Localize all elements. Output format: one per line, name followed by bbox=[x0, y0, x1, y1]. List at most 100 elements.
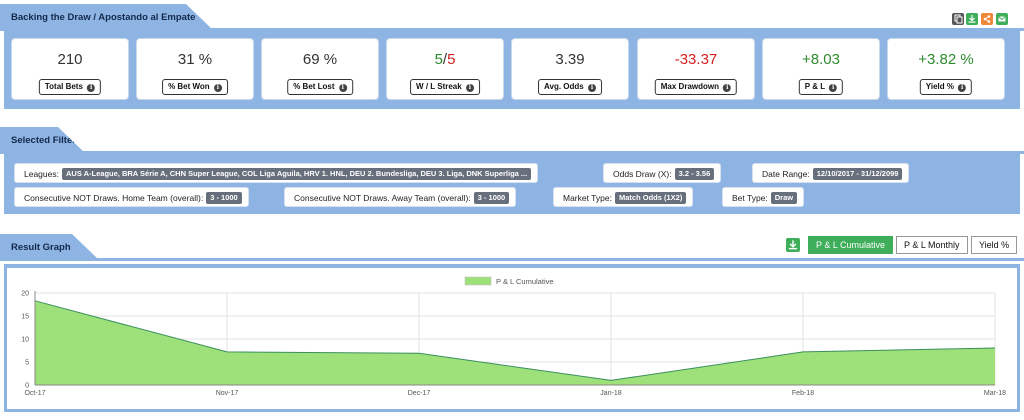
stat-label-button[interactable]: Max Drawdown i bbox=[654, 79, 738, 95]
share-button[interactable] bbox=[981, 13, 993, 25]
filter-value: Draw bbox=[770, 192, 798, 204]
graph-title: Result Graph bbox=[0, 234, 100, 261]
share-icon bbox=[983, 15, 991, 23]
series-line bbox=[34, 300, 996, 381]
stat-label: % Bet Lost bbox=[293, 82, 335, 91]
filter-label: Odds Draw (X): bbox=[613, 169, 672, 179]
stat-value: 31 % bbox=[177, 51, 213, 68]
info-icon: i bbox=[87, 84, 96, 92]
filter-label: Bet Type: bbox=[732, 193, 768, 203]
stat-label: % Bet Won bbox=[168, 82, 210, 91]
stat-label-button[interactable]: Total Bets i bbox=[38, 79, 102, 95]
stat-label-button[interactable]: Avg. Odds i bbox=[538, 79, 602, 95]
stat-value: 210 bbox=[57, 51, 83, 68]
graph-download-button[interactable] bbox=[786, 238, 800, 252]
series-area bbox=[35, 300, 995, 385]
filter-away-team: Consecutive NOT Draws. Away Team (overal… bbox=[284, 187, 517, 207]
stat-value: 69 % bbox=[302, 51, 338, 68]
legend-swatch bbox=[464, 276, 492, 286]
legend-label: P & L Cumulative bbox=[496, 277, 554, 286]
filter-value: AUS A-League, BRA Série A, CHN Super Lea… bbox=[61, 168, 532, 180]
download-icon bbox=[788, 240, 798, 250]
header-underline bbox=[0, 258, 1024, 261]
header-underline bbox=[0, 28, 1024, 31]
x-tick-label: Feb-18 bbox=[792, 390, 814, 397]
y-tick-label: 15 bbox=[21, 314, 29, 321]
stat-label-button[interactable]: % Bet Lost i bbox=[287, 79, 353, 95]
info-icon: i bbox=[958, 84, 967, 92]
email-button[interactable] bbox=[996, 13, 1008, 25]
tab-pnl-cumulative[interactable]: P & L Cumulative bbox=[808, 236, 894, 254]
stat-card-yield: +3.82 % Yield % i bbox=[887, 38, 1005, 100]
filter-value: 3.2 - 3.56 bbox=[674, 168, 715, 180]
tab-yield[interactable]: Yield % bbox=[971, 236, 1018, 254]
stat-value: -33.37 bbox=[674, 51, 718, 68]
info-icon: i bbox=[723, 84, 732, 92]
result-chart: 0 5 10 15 20 Oct-17 Nov-17 Dec-17 Jan-18 Feb-18 Ma… bbox=[4, 264, 1020, 412]
info-icon: i bbox=[829, 84, 838, 92]
x-tick-label: Dec-17 bbox=[408, 390, 431, 397]
filter-value: Match Odds (1X2) bbox=[614, 192, 687, 204]
stat-card-streak: 5/5 W / L Streak i bbox=[386, 38, 504, 100]
info-icon: i bbox=[338, 84, 347, 92]
stat-label: Yield % bbox=[925, 82, 954, 91]
filter-value: 3 - 1000 bbox=[206, 192, 242, 204]
filter-date-range: Date Range: 12/10/2017 - 31/12/2099 bbox=[752, 163, 910, 183]
filters-title: Selected Filters bbox=[0, 127, 86, 154]
stat-value: 3.39 bbox=[555, 51, 585, 68]
stat-label: Avg. Odds bbox=[544, 82, 584, 91]
stat-label: W / L Streak bbox=[416, 82, 462, 91]
download-icon bbox=[968, 15, 976, 23]
filter-bet-type: Bet Type: Draw bbox=[722, 187, 805, 207]
filter-leagues: Leagues: AUS A-League, BRA Série A, CHN S… bbox=[14, 163, 539, 183]
header-underline bbox=[0, 151, 1024, 154]
filters-header: Selected Filters bbox=[0, 127, 1024, 154]
y-tick-label: 5 bbox=[25, 360, 29, 367]
x-tick-label: Nov-17 bbox=[216, 390, 239, 397]
copy-icon bbox=[954, 14, 963, 24]
stat-card-total-bets: 210 Total Bets i bbox=[11, 38, 129, 100]
graph-header: Result Graph bbox=[0, 234, 1024, 261]
download-button[interactable] bbox=[966, 13, 978, 25]
stat-card-pnl: +8.03 P & L i bbox=[762, 38, 880, 100]
stat-value: +3.82 % bbox=[918, 51, 974, 68]
pnl-cumulative-chart: 0 5 10 15 20 Oct-17 Nov-17 Dec-17 Jan-18 Feb-18 Ma… bbox=[21, 276, 1006, 397]
stat-value: 5/5 bbox=[387, 51, 503, 68]
stat-card-avg-odds: 3.39 Avg. Odds i bbox=[511, 38, 629, 100]
copy-button[interactable] bbox=[952, 13, 964, 25]
stat-label-button[interactable]: W / L Streak i bbox=[410, 79, 480, 95]
stat-label-button[interactable]: Yield % i bbox=[919, 79, 973, 95]
streak-lost: 5 bbox=[447, 51, 456, 68]
stat-card-max-drawdown: -33.37 Max Drawdown i bbox=[637, 38, 755, 100]
filter-market-type: Market Type: Match Odds (1X2) bbox=[553, 187, 694, 207]
y-tick-label: 20 bbox=[21, 291, 29, 298]
info-icon: i bbox=[587, 84, 596, 92]
y-tick-label: 10 bbox=[21, 337, 29, 344]
filter-value: 12/10/2017 - 31/12/2099 bbox=[812, 168, 903, 180]
summary-header: Backing the Draw / Apostando al Empate bbox=[0, 4, 1024, 31]
stat-label-button[interactable]: % Bet Won i bbox=[162, 79, 228, 95]
stat-card-bet-lost: 69 % % Bet Lost i bbox=[261, 38, 379, 100]
stat-label: Max Drawdown bbox=[660, 82, 719, 91]
filter-label: Market Type: bbox=[563, 193, 612, 203]
stat-card-bet-won: 31 % % Bet Won i bbox=[136, 38, 254, 100]
x-tick-label: Oct-17 bbox=[24, 390, 45, 397]
x-tick-label: Jan-18 bbox=[600, 390, 622, 397]
info-icon: i bbox=[213, 84, 222, 92]
tab-pnl-monthly[interactable]: P & L Monthly bbox=[896, 236, 968, 254]
stat-value: +8.03 bbox=[802, 51, 840, 68]
filter-odds: Odds Draw (X): 3.2 - 3.56 bbox=[603, 163, 722, 183]
filter-label: Leagues: bbox=[24, 169, 59, 179]
x-tick-label: Mar-18 bbox=[984, 390, 1006, 397]
page-title: Backing the Draw / Apostando al Empate bbox=[0, 4, 214, 31]
stat-label: Total Bets bbox=[44, 82, 83, 91]
streak-won: 5 bbox=[434, 51, 443, 68]
streak-separator: / bbox=[442, 51, 448, 68]
stat-label: P & L bbox=[804, 82, 825, 91]
y-tick-label: 0 bbox=[25, 383, 29, 390]
filter-label: Consecutive NOT Draws. Home Team (overal… bbox=[24, 193, 204, 203]
filter-label: Consecutive NOT Draws. Away Team (overal… bbox=[294, 193, 471, 203]
stat-label-button[interactable]: P & L i bbox=[798, 79, 844, 95]
filter-value: 3 - 1000 bbox=[473, 192, 510, 204]
filter-home-team: Consecutive NOT Draws. Home Team (overal… bbox=[14, 187, 249, 207]
